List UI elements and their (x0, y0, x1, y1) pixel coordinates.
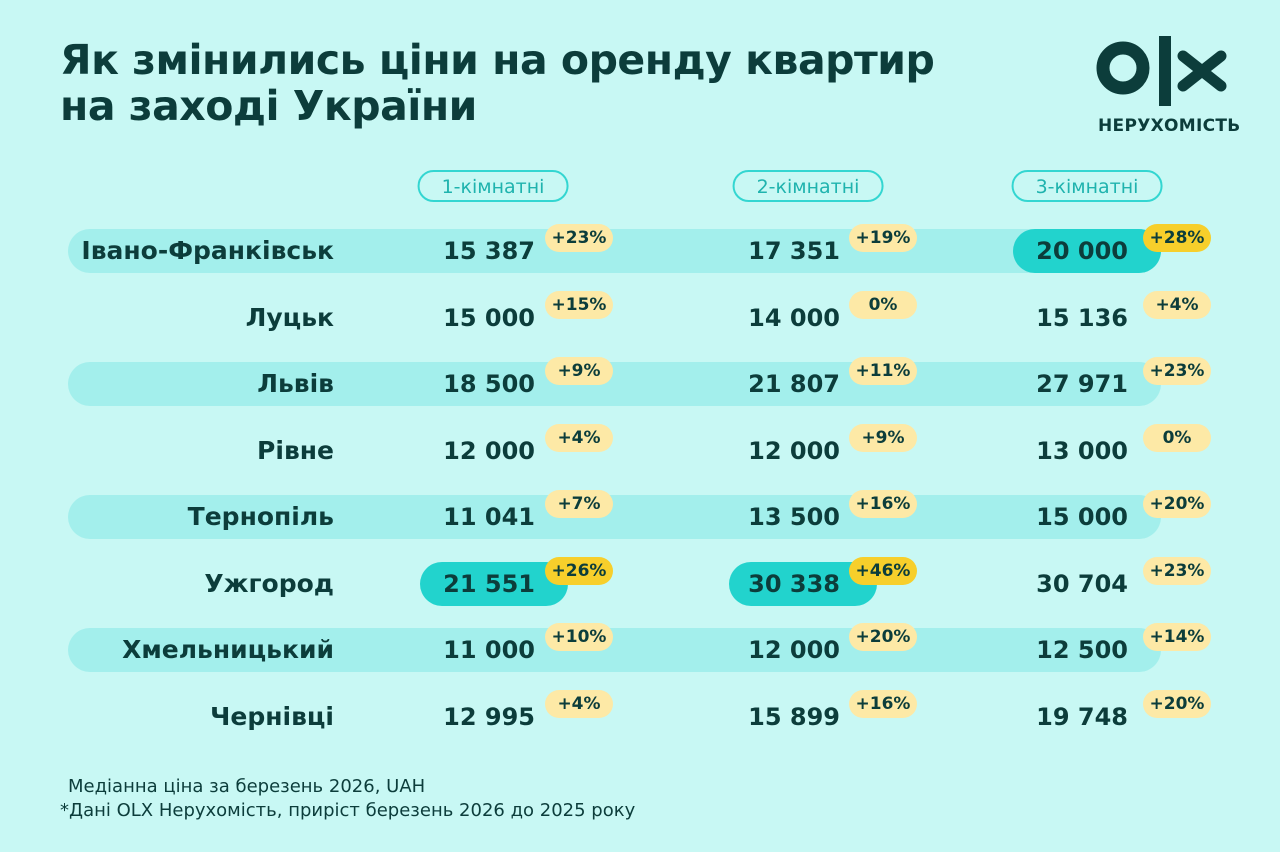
brand: НЕРУХОМІСТЬ (1098, 116, 1241, 136)
price: 21 551 (443, 569, 535, 598)
price: 13 000 (1036, 436, 1128, 465)
change-badge: +9% (849, 423, 917, 452)
change-badge: +9% (545, 357, 613, 385)
footnote: Медіанна ціна за березень 2026, UAH (68, 776, 426, 797)
change-badge: +16% (849, 689, 917, 718)
change-badge: +23% (545, 224, 613, 252)
city: Луцьк (245, 302, 334, 332)
city: Івано-Франківськ (81, 236, 334, 265)
price: 15 136 (1036, 303, 1128, 332)
price: 14 000 (748, 303, 840, 332)
price: 27 971 (1036, 370, 1128, 398)
change-badge: +26% (545, 556, 613, 585)
city: Ужгород (204, 568, 334, 598)
row-band (68, 495, 1161, 539)
price: 20 000 (1036, 237, 1128, 265)
price: 12 000 (443, 436, 535, 465)
row-band (68, 229, 1161, 273)
price: 19 748 (1036, 702, 1128, 731)
highlight (420, 561, 568, 606)
change-badge: 0% (1143, 423, 1211, 452)
change-badge: +16% (849, 490, 917, 518)
change-badge: +20% (849, 623, 917, 651)
price: 30 338 (748, 569, 840, 598)
price: 15 000 (443, 303, 535, 332)
change-badge: +19% (849, 224, 917, 252)
city: Тернопіль (187, 502, 334, 531)
change-badge: +11% (849, 357, 917, 385)
change-badge: +10% (545, 623, 613, 651)
price: 13 500 (748, 503, 840, 531)
change-badge: +46% (849, 556, 917, 585)
city: Львів (257, 369, 334, 398)
olx-logo (1096, 36, 1227, 106)
change-badge: +7% (545, 490, 613, 518)
change-badge: +23% (1143, 556, 1211, 585)
row-band (68, 362, 1161, 406)
city: Рівне (257, 435, 334, 465)
price: 21 807 (748, 370, 840, 398)
title: на заході України (60, 82, 477, 130)
row-band (68, 628, 1161, 672)
change-badge: 0% (849, 290, 917, 319)
change-badge: +14% (1143, 623, 1211, 651)
change-badge: +28% (1143, 224, 1211, 252)
price: 15 000 (1036, 503, 1128, 531)
column-header: 2-кімнатні (732, 170, 884, 202)
price: 12 500 (1036, 636, 1128, 664)
price: 30 704 (1036, 569, 1128, 598)
title: Як змінились ціни на оренду квартир (60, 36, 935, 84)
change-badge: +15% (545, 290, 613, 319)
change-badge: +4% (545, 423, 613, 452)
price: 12 995 (443, 702, 535, 731)
change-badge: +4% (1143, 290, 1211, 319)
change-badge: +23% (1143, 357, 1211, 385)
price: 15 899 (748, 702, 840, 731)
footnote: *Дані OLX Нерухомість, приріст березень … (60, 800, 636, 821)
price: 18 500 (443, 370, 535, 398)
change-badge: +20% (1143, 689, 1211, 718)
price: 12 000 (748, 436, 840, 465)
price: 17 351 (748, 237, 840, 265)
column-header: 1-кімнатні (417, 170, 569, 202)
city: Хмельницький (122, 635, 334, 664)
change-badge: +4% (545, 689, 613, 718)
city: Чернівці (210, 701, 334, 731)
change-badge: +20% (1143, 490, 1211, 518)
highlight (1013, 229, 1161, 273)
price: 11 041 (443, 503, 535, 531)
price: 11 000 (443, 636, 535, 664)
price: 15 387 (443, 237, 535, 265)
column-header: 3-кімнатні (1011, 170, 1163, 202)
price: 12 000 (748, 636, 840, 664)
